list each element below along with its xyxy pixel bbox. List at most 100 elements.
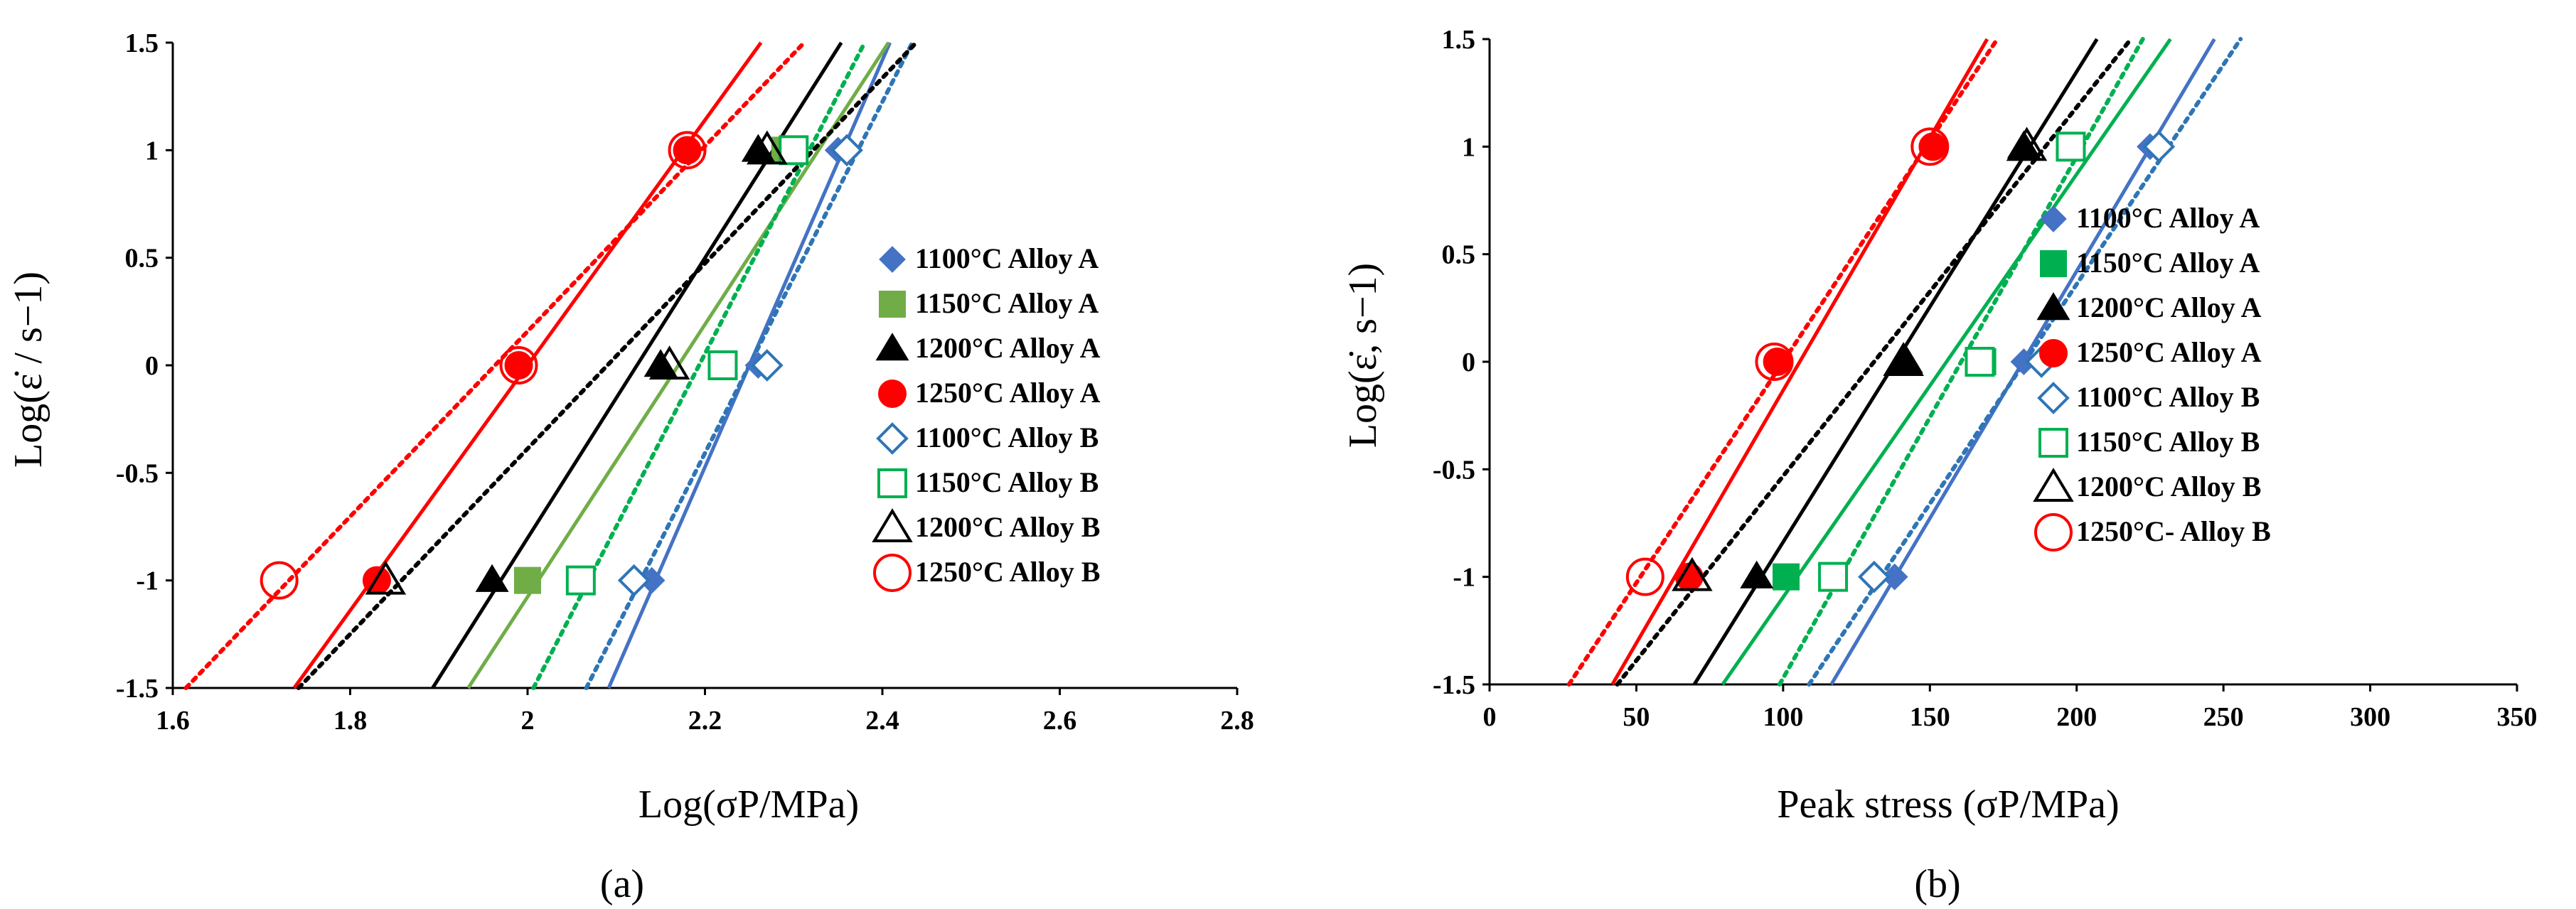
chart-b-x-tick-label: 0 bbox=[1483, 702, 1497, 732]
chart-b-legend-label: 1200°C Alloy A bbox=[2076, 291, 2262, 323]
chart-a-legend-marker bbox=[873, 554, 912, 592]
chart-b-data-point bbox=[1740, 560, 1774, 588]
chart-b-data-point bbox=[1965, 347, 1995, 377]
chart-a-data-point bbox=[750, 349, 784, 382]
chart-a-x-tick-label: 2.2 bbox=[688, 706, 722, 736]
chart-b-y-tick-label: 1 bbox=[1462, 132, 1475, 162]
chart-a-y-tick-label: -1.5 bbox=[116, 674, 159, 704]
chart-b-data-point bbox=[1883, 342, 1924, 376]
chart-b-y-tick-label: -0.5 bbox=[1433, 455, 1475, 485]
chart-a-data-point bbox=[475, 564, 509, 592]
chart-a-xlabel: Log(σP/MPa) bbox=[638, 782, 859, 827]
chart-b-data-point bbox=[1763, 348, 1792, 376]
chart-a-y-tick-label: -1 bbox=[136, 566, 159, 596]
chart-a-fit-line bbox=[296, 41, 919, 690]
chart-a-legend-marker bbox=[877, 468, 907, 498]
chart-a-data-point bbox=[747, 130, 788, 165]
chart-b-x-tick-label: 200 bbox=[2056, 702, 2097, 732]
chart-a-x-tick-label: 2.6 bbox=[1043, 706, 1077, 736]
chart-b-data-point bbox=[1858, 560, 1891, 593]
chart-b-legend-marker bbox=[2034, 513, 2073, 552]
chart-a: Log(ε̇ / s−1) Log(σP/MPa) (a) 1.6 1.8 2 2.2… bbox=[6, 28, 1254, 906]
chart-a-legend-label: 1150°C Alloy A bbox=[915, 287, 1099, 319]
chart-a-x-tick-label: 2 bbox=[521, 706, 535, 736]
chart-a-data-point bbox=[830, 134, 863, 167]
chart-a-data-point bbox=[365, 560, 407, 595]
chart-b-y-tick-label: 1.5 bbox=[1442, 25, 1476, 55]
chart-a-legend-label: 1100°C Alloy A bbox=[915, 242, 1099, 274]
chart-b-data-point bbox=[1881, 563, 1908, 591]
chart-a-data-point bbox=[707, 350, 738, 380]
chart-b-data-point bbox=[1625, 557, 1664, 596]
chart-a-x-tick-label: 1.8 bbox=[333, 706, 368, 736]
chart-b-legend-marker bbox=[2040, 205, 2067, 232]
chart-b: Log(ε̇, s−1) Peak stress (σP/MPa) (b) 0 5… bbox=[1341, 25, 2538, 906]
chart-b-x-tick-label: 300 bbox=[2350, 702, 2390, 732]
chart-b-data-point bbox=[2056, 131, 2086, 162]
chart-b-legend-marker bbox=[2038, 428, 2068, 458]
chart-b-y-tick-label: -1 bbox=[1453, 563, 1475, 593]
chart-a-data-point bbox=[668, 131, 707, 170]
chart-a-data-point bbox=[260, 561, 299, 600]
panel-b-label: (b) bbox=[1914, 862, 1960, 906]
chart-b-legend-label: 1150°C Alloy A bbox=[2076, 247, 2260, 279]
chart-a-x-tick-label: 2.4 bbox=[865, 706, 899, 736]
chart-b-data-point bbox=[1772, 563, 1800, 591]
chart-b-ylabel: Log(ε̇, s−1) bbox=[1341, 263, 1385, 448]
chart-b-x-tick-label: 250 bbox=[2203, 702, 2244, 732]
chart-a-legend-marker bbox=[876, 422, 909, 455]
chart-b-y-tick-label: -1.5 bbox=[1433, 670, 1475, 700]
chart-b-x-tick-label: 350 bbox=[2497, 702, 2538, 732]
chart-a-y-tick-label: 1 bbox=[145, 136, 159, 166]
chart-b-legend-label: 1250°C- Alloy B bbox=[2076, 515, 2271, 547]
chart-a-y-tick-label: -0.5 bbox=[116, 458, 159, 488]
chart-a-legend-label: 1250°C Alloy A bbox=[915, 377, 1101, 409]
chart-b-legend-marker bbox=[2036, 292, 2070, 321]
chart-a-legend-marker bbox=[879, 246, 906, 273]
chart-b-legend-marker bbox=[2033, 468, 2074, 502]
chart-b-data-point bbox=[1755, 343, 1794, 381]
chart-b-legend-marker bbox=[2039, 339, 2068, 367]
chart-a-legend-marker bbox=[875, 333, 909, 361]
chart-a-x-tick-label: 1.6 bbox=[156, 706, 190, 736]
chart-b-legend-label: 1200°C Alloy B bbox=[2076, 470, 2261, 502]
chart-a-legend-label: 1250°C Alloy B bbox=[915, 556, 1100, 588]
chart-a-data-point bbox=[673, 136, 702, 165]
chart-a-y-tick-label: 1.5 bbox=[125, 28, 159, 58]
chart-b-legend-label: 1100°C Alloy A bbox=[2076, 202, 2260, 234]
chart-b-x-tick-label: 50 bbox=[1623, 702, 1650, 732]
chart-a-data-point bbox=[779, 135, 809, 166]
chart-b-data-point bbox=[2142, 130, 2176, 163]
chart-a-x-tick-label: 2.8 bbox=[1220, 706, 1254, 736]
chart-a-data-point bbox=[499, 346, 538, 384]
chart-a-legend-label: 1100°C Alloy B bbox=[915, 421, 1099, 453]
chart-b-data-point bbox=[1818, 561, 1849, 592]
chart-a-legend-label: 1200°C Alloy A bbox=[915, 332, 1101, 364]
chart-a-data-point bbox=[565, 565, 596, 596]
chart-b-data-point bbox=[1918, 132, 1947, 161]
chart-a-y-tick-label: 0 bbox=[145, 351, 159, 381]
chart-b-xlabel: Peak stress (σP/MPa) bbox=[1777, 782, 2119, 827]
chart-b-legend-label: 1150°C Alloy B bbox=[2076, 426, 2260, 458]
chart-b-y-tick-label: 0 bbox=[1462, 348, 1475, 377]
chart-a-data-point bbox=[504, 351, 533, 380]
chart-b-data-point bbox=[2006, 127, 2048, 161]
chart-b-legend-marker bbox=[2037, 382, 2070, 414]
chart-b-x-tick-label: 100 bbox=[1763, 702, 1803, 732]
chart-b-x-tick-label: 150 bbox=[1910, 702, 1950, 732]
chart-b-y-tick-label: 0.5 bbox=[1442, 240, 1476, 270]
chart-a-legend-label: 1150°C Alloy B bbox=[915, 466, 1099, 498]
chart-b-legend-label: 1250°C Alloy A bbox=[2076, 336, 2262, 368]
chart-b-legend-marker bbox=[2040, 250, 2067, 277]
panel-a-label: (a) bbox=[600, 862, 644, 906]
chart-a-ylabel: Log(ε̇ / s−1) bbox=[6, 271, 50, 468]
chart-b-legend-label: 1100°C Alloy B bbox=[2076, 381, 2260, 413]
chart-a-legend-label: 1200°C Alloy B bbox=[915, 511, 1100, 543]
chart-a-data-point bbox=[514, 566, 541, 594]
chart-a-legend-marker bbox=[879, 291, 906, 318]
chart-a-data-point bbox=[617, 564, 651, 597]
chart-a-y-tick-label: 0.5 bbox=[125, 244, 159, 274]
chart-b-data-point bbox=[1910, 127, 1950, 166]
chart-a-legend-marker bbox=[872, 508, 913, 542]
